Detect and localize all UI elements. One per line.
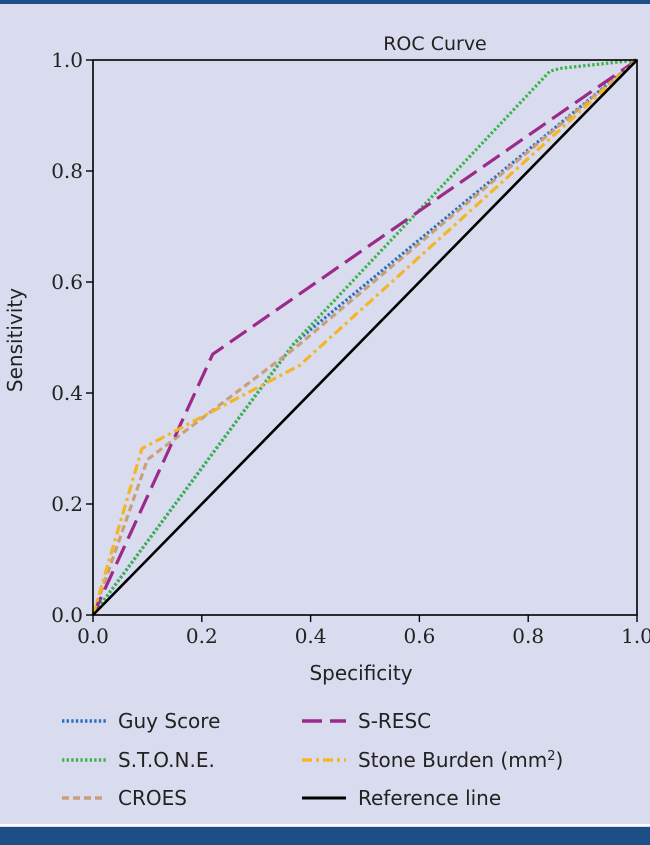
legend-label: Reference line (358, 786, 501, 810)
legend-label-suffix: ) (555, 748, 563, 772)
y-tick-label: 1.0 (51, 48, 83, 72)
x-tick-label: 0.4 (295, 624, 327, 648)
x-axis-ticks: 0.0 0.2 0.4 0.6 0.8 1.0 (77, 615, 650, 648)
series-line-2 (91, 58, 639, 616)
bottom-band (0, 827, 650, 845)
x-tick-label: 1.0 (621, 624, 650, 648)
y-tick-label: 0.2 (51, 492, 83, 516)
series-layer (91, 58, 639, 616)
legend-label: S-RESC (358, 709, 431, 733)
legend: Guy Score S.T.O.N.E. CROES S-RESC Stone Burd… (62, 709, 563, 810)
chart-title: ROC Curve (383, 33, 487, 55)
legend-label-superscript: 2 (547, 749, 555, 764)
x-tick-label: 0.6 (403, 624, 435, 648)
legend-label: Guy Score (118, 709, 220, 733)
series-line-3 (91, 58, 638, 616)
y-axis-title: Sensitivity (3, 288, 27, 392)
series-line-5 (92, 59, 638, 616)
x-tick-label: 0.8 (512, 624, 544, 648)
y-tick-label: 0.0 (51, 603, 83, 627)
legend-label: Stone Burden (mm2) (358, 748, 563, 772)
bottom-divider (0, 824, 650, 826)
x-tick-label: 0.0 (77, 624, 109, 648)
y-tick-label: 0.8 (51, 159, 83, 183)
y-axis-ticks: 0.0 0.2 0.4 0.6 0.8 1.0 (51, 48, 93, 627)
series-line-1 (91, 58, 638, 616)
y-tick-label: 0.4 (51, 381, 83, 405)
x-axis-title: Specificity (309, 661, 412, 685)
legend-label: CROES (118, 786, 187, 810)
plot-frame (92, 59, 638, 616)
top-band (0, 0, 650, 4)
legend-label: S.T.O.N.E. (118, 748, 215, 772)
series-line-4 (91, 58, 639, 616)
y-tick-label: 0.6 (51, 270, 83, 294)
x-tick-label: 0.2 (186, 624, 218, 648)
